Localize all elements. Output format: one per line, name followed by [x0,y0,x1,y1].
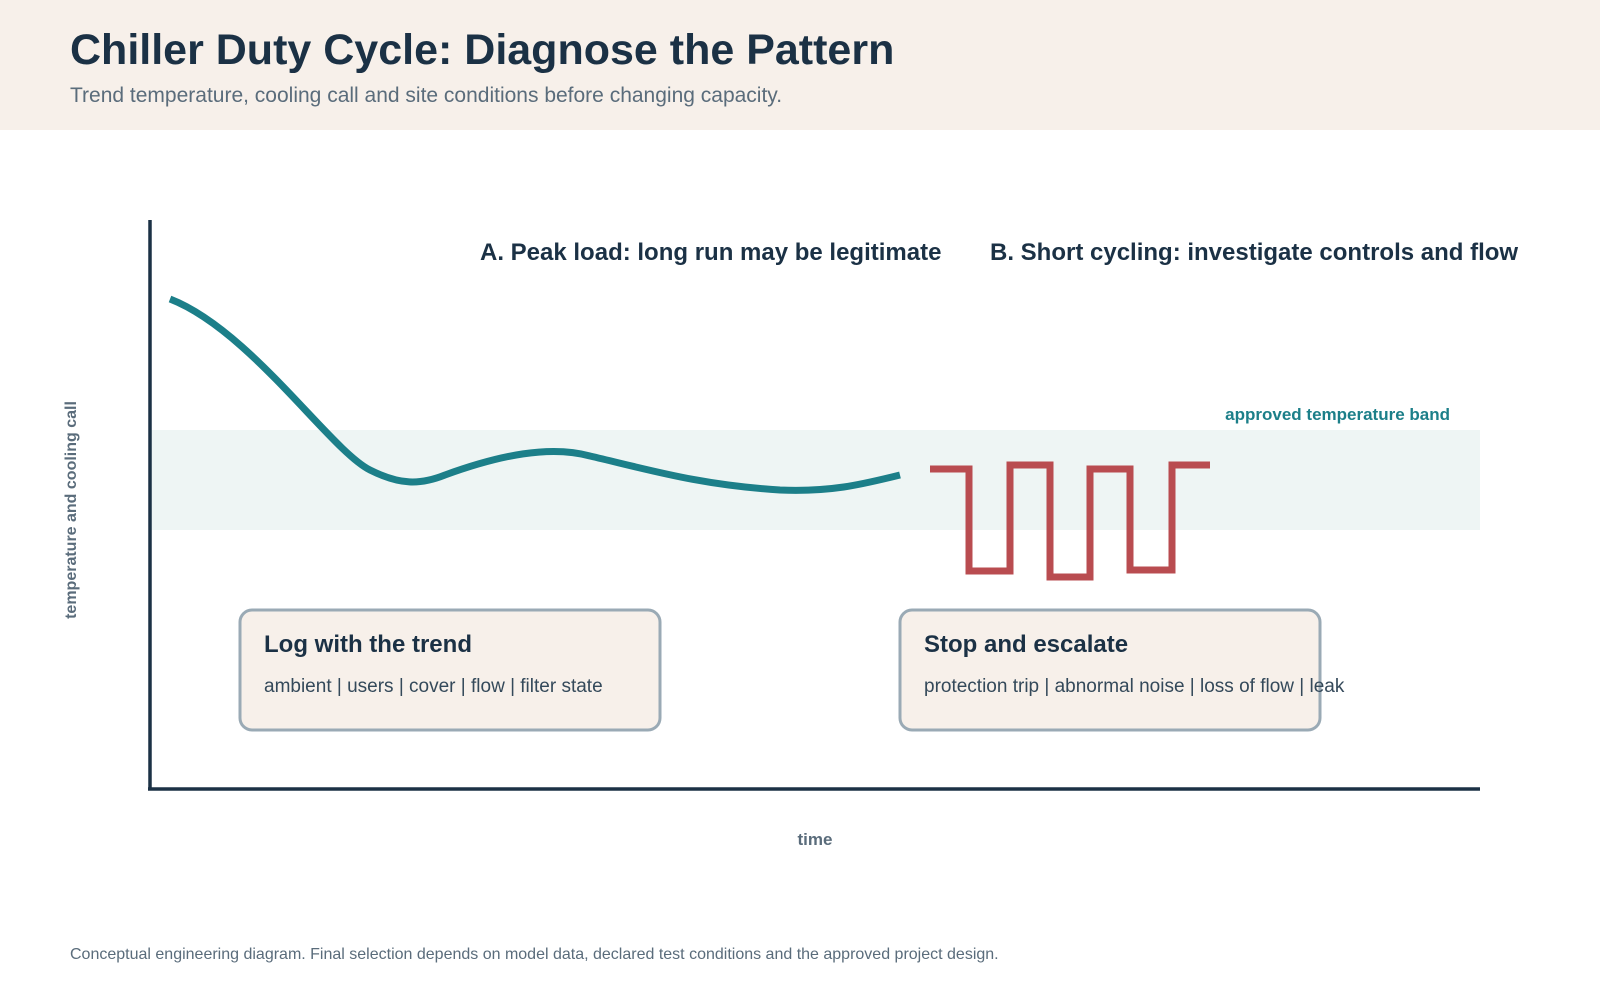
log-box-title: Log with the trend [264,631,472,658]
peak-load-temperature-curve [168,295,901,494]
stop-and-escalate-box [898,608,1322,732]
band-label: approved temperature band [1225,405,1450,424]
log-box-body: ambient | users | cover | flow | filter … [264,676,603,697]
approved-temperature-band [150,430,1480,530]
short-cycling-trace [930,461,1210,581]
section-a-label: A. Peak load: long run may be legitimate [480,239,941,266]
x-axis-label: time [798,830,833,849]
page-title: Chiller Duty Cycle: Diagnose the Pattern [70,26,895,74]
header-banner: Chiller Duty Cycle: Diagnose the Pattern… [0,0,1600,130]
footer-note: Conceptual engineering diagram. Final se… [70,946,999,963]
page-subtitle: Trend temperature, cooling call and site… [70,84,783,107]
section-b-label: B. Short cycling: investigate controls a… [990,239,1518,266]
y-axis-label: temperature and cooling call [63,401,80,619]
stop-box-title: Stop and escalate [924,631,1128,658]
log-with-trend-box [238,608,662,732]
stop-box-body: protection trip | abnormal noise | loss … [924,676,1345,697]
